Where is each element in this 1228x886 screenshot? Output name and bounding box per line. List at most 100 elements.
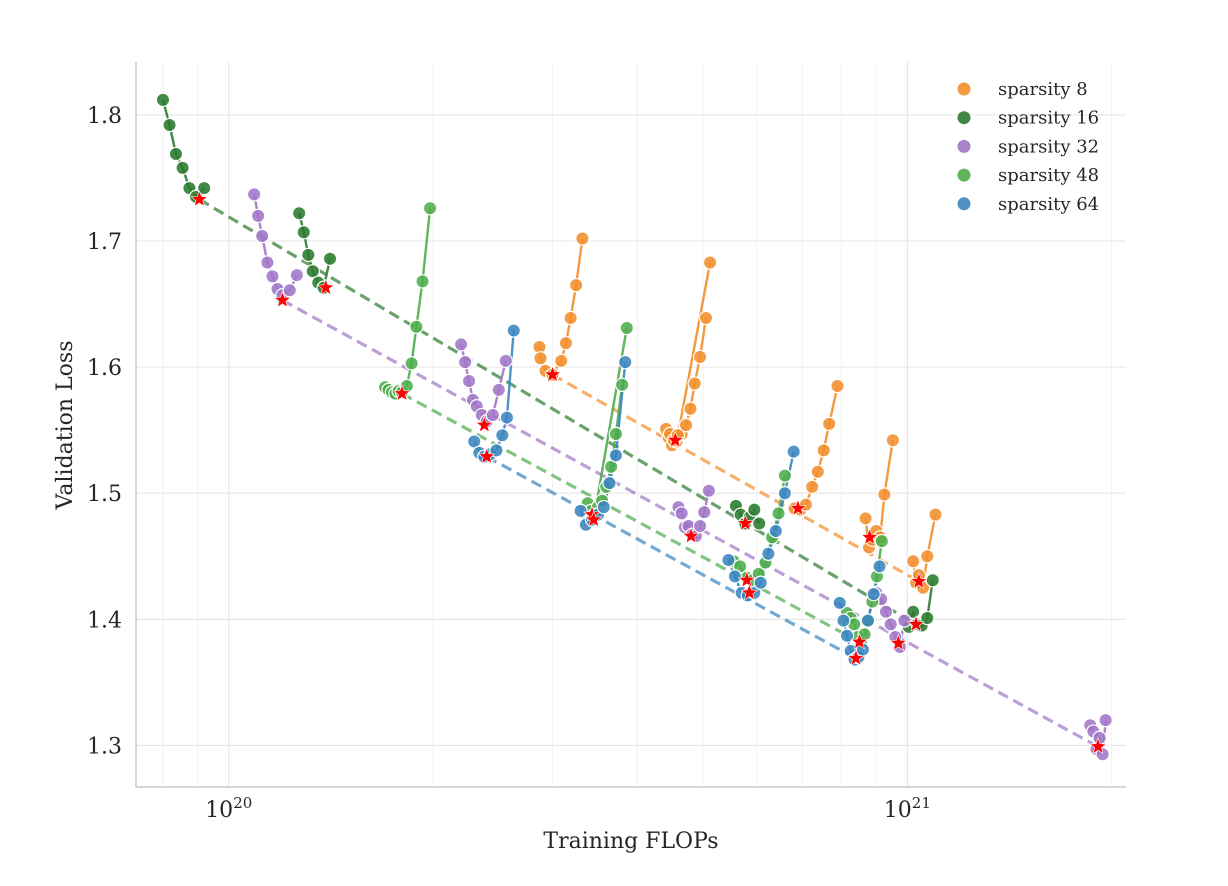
- data-point: [836, 613, 851, 628]
- data-point: [162, 117, 177, 133]
- data-point: [250, 208, 266, 224]
- data-point: [692, 349, 708, 365]
- data-point: [457, 354, 473, 370]
- data-point: [897, 613, 912, 628]
- x-tick-label: 1021: [884, 794, 931, 823]
- data-point: [453, 337, 469, 352]
- data-point: [291, 206, 307, 221]
- optimum-star: [584, 510, 603, 528]
- data-point: [905, 554, 921, 569]
- x-tick-label: 1020: [205, 794, 252, 823]
- optimum-star: [789, 499, 807, 516]
- data-point: [928, 507, 943, 522]
- y-tick-label: 1.8: [87, 104, 122, 129]
- series-points: [155, 92, 1113, 762]
- data-point: [804, 479, 820, 495]
- data-point: [810, 464, 826, 479]
- data-point: [674, 506, 689, 521]
- trend-line: [485, 455, 857, 660]
- optimum-star: [740, 583, 759, 601]
- data-point: [816, 443, 831, 458]
- data-point: [877, 487, 892, 502]
- data-point: [830, 378, 845, 394]
- data-point: [872, 559, 887, 574]
- data-point: [777, 468, 793, 483]
- data-point: [683, 401, 698, 416]
- optimum-star: [889, 633, 908, 651]
- data-point: [495, 428, 510, 443]
- data-point: [305, 264, 320, 279]
- data-point: [821, 416, 837, 432]
- data-point: [575, 231, 590, 246]
- data-point: [289, 267, 305, 283]
- y-tick-label: 1.5: [87, 482, 122, 507]
- y-tick-label: 1.4: [87, 608, 122, 633]
- data-point: [260, 255, 275, 270]
- data-point: [254, 228, 270, 244]
- optimum-star: [860, 528, 879, 545]
- legend-label: sparsity 16: [998, 108, 1099, 129]
- optimum-star: [393, 384, 411, 402]
- legend-marker: [956, 196, 972, 212]
- data-point: [1098, 712, 1113, 728]
- legend: sparsity 8 sparsity 16 sparsity 32 sparsity…: [956, 79, 1099, 215]
- optimum-star: [907, 615, 925, 632]
- data-point: [768, 523, 784, 539]
- data-point: [485, 407, 501, 423]
- legend-label: sparsity 48: [998, 165, 1099, 186]
- data-point: [608, 426, 624, 442]
- data-point: [573, 503, 588, 519]
- data-point: [866, 586, 881, 602]
- data-point: [839, 628, 855, 643]
- data-point: [608, 448, 624, 463]
- axes: [135, 62, 1126, 788]
- optimum-star: [475, 415, 494, 433]
- data-point: [753, 575, 768, 590]
- data-point: [596, 499, 611, 515]
- data-point: [786, 444, 801, 459]
- data-point: [558, 335, 574, 351]
- trend-lines: [198, 198, 1099, 749]
- data-point: [698, 310, 714, 326]
- data-point: [727, 569, 743, 584]
- data-point: [533, 351, 548, 366]
- data-point: [702, 255, 718, 270]
- data-point: [265, 269, 280, 284]
- data-point: [721, 552, 736, 568]
- trend-line: [198, 198, 917, 626]
- data-point: [322, 251, 338, 266]
- data-point: [246, 187, 262, 202]
- data-point: [747, 502, 762, 517]
- data-point: [296, 225, 311, 240]
- data-point: [491, 382, 506, 398]
- data-point: [777, 486, 793, 501]
- data-point: [422, 201, 438, 216]
- optimum-star: [273, 290, 292, 308]
- legend-label: sparsity 32: [998, 136, 1099, 157]
- data-point: [883, 617, 898, 632]
- legend-marker: [956, 81, 972, 97]
- optimum-star: [477, 447, 496, 465]
- data-point: [499, 410, 515, 425]
- data-point: [697, 504, 712, 520]
- optimum-star: [847, 649, 865, 666]
- legend-label: sparsity 8: [998, 79, 1088, 100]
- optimum-star: [190, 190, 209, 207]
- optimum-star: [682, 526, 700, 544]
- legend-label: sparsity 64: [998, 194, 1099, 215]
- data-point: [461, 373, 477, 389]
- data-point: [409, 319, 424, 334]
- data-point: [554, 353, 569, 369]
- data-point: [506, 323, 521, 338]
- optimum-star: [736, 514, 755, 532]
- grid: [136, 62, 1126, 787]
- optimum-star: [850, 632, 869, 650]
- y-tick-label: 1.7: [87, 230, 122, 255]
- data-point: [692, 518, 708, 534]
- data-point: [878, 604, 894, 619]
- data-point: [618, 354, 633, 370]
- data-point: [602, 475, 617, 491]
- data-point: [175, 160, 190, 176]
- data-point: [687, 376, 702, 391]
- optimum-star: [737, 570, 756, 588]
